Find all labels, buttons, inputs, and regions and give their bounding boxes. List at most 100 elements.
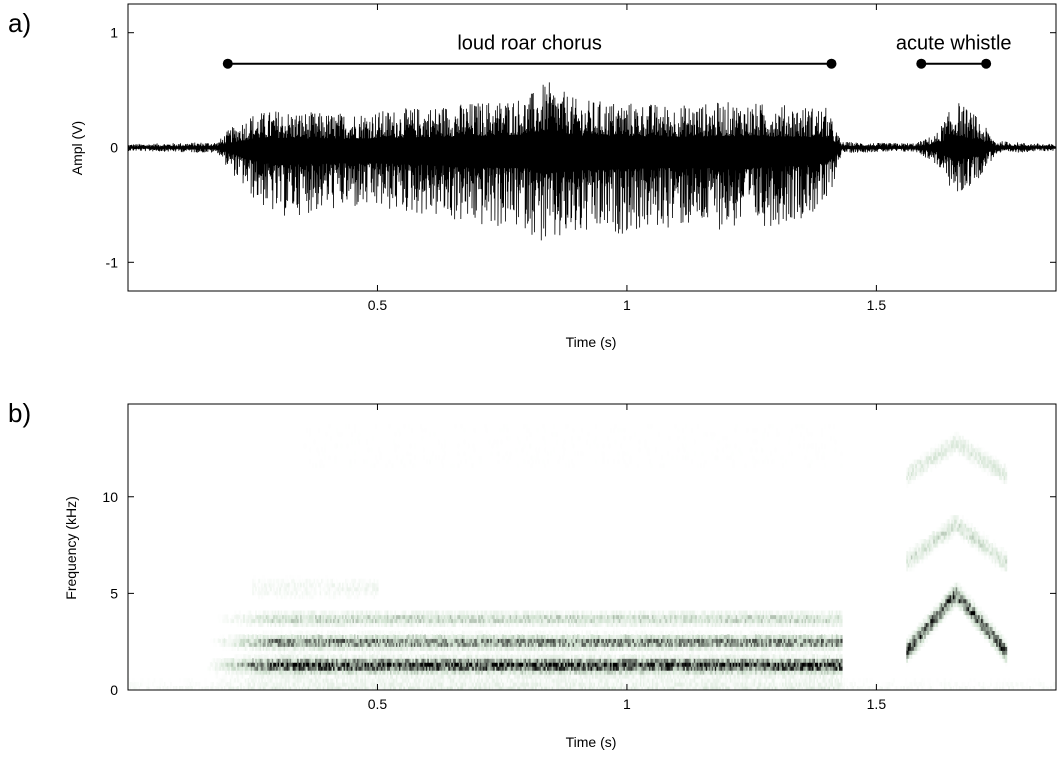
spectrogram-cell [303, 654, 306, 659]
spectrogram-cell [434, 654, 437, 659]
spectrogram-cell [322, 459, 325, 465]
spectrogram-cell [512, 646, 515, 651]
spectrogram-cell [226, 662, 229, 667]
spectrogram-cell [397, 443, 400, 449]
spectrogram-cell [276, 594, 279, 600]
spectrogram-cell [355, 646, 358, 651]
spectrogram-cell [461, 686, 464, 690]
spectrogram-cell [497, 638, 500, 643]
spectrogram-cell [295, 590, 298, 596]
spectrogram-cell [466, 678, 469, 683]
spectrogram-cell [371, 654, 375, 659]
spectrogram-cell [357, 614, 360, 620]
spectrogram-cell [451, 610, 454, 616]
spectrogram-cell [455, 638, 458, 643]
spectrogram-cell [374, 666, 378, 671]
spectrogram-cell [430, 614, 433, 620]
spectrogram-cell [388, 658, 391, 663]
spectrogram-cell [377, 618, 381, 624]
spectrogram-cell [223, 666, 226, 671]
spectrogram-cell [298, 618, 301, 624]
spectrogram-cell [204, 686, 207, 690]
spectrogram-cell [518, 463, 521, 469]
spectrogram-cell [466, 626, 469, 632]
spectrogram-cell [319, 459, 322, 465]
spectrogram-cell [419, 610, 422, 616]
spectrogram-cell [377, 646, 381, 651]
spectrogram-cell [262, 594, 265, 600]
spectrogram-cell [437, 674, 440, 679]
spectrogram-cell [482, 618, 485, 624]
spectrogram-cell [312, 614, 315, 620]
spectrogram-cell [508, 682, 511, 687]
spectrogram-cell [379, 618, 382, 624]
spectrogram-cell [358, 614, 361, 620]
spectrogram-cell [334, 610, 337, 616]
spectrogram-cell [374, 622, 378, 628]
spectrogram-cell [361, 630, 364, 635]
spectrogram-cell [520, 682, 523, 687]
spectrogram-cell [249, 670, 252, 675]
spectrogram-cell [487, 662, 490, 667]
spectrogram-cell [515, 670, 518, 675]
spectrogram-cell [313, 666, 316, 671]
spectrogram-cell [407, 423, 410, 429]
spectrogram-cell [351, 582, 354, 588]
spectrogram-cell [553, 682, 556, 687]
spectrogram-cell [232, 638, 235, 643]
spectrogram-cell [374, 686, 378, 690]
spectrogram-cell [334, 666, 337, 671]
spectrogram-cell [362, 658, 366, 663]
spectrogram-cell [424, 678, 427, 683]
spectrogram-cell [467, 622, 470, 628]
spectrogram-cell [234, 686, 237, 690]
spectrogram-cell [318, 638, 321, 643]
spectrogram-cell [430, 622, 433, 628]
spectrogram-cell [409, 614, 412, 620]
spectrogram-cell [258, 686, 261, 690]
spectrogram-cell [282, 586, 285, 592]
spectrogram-cell [532, 646, 535, 651]
spectrogram-cell [258, 622, 261, 628]
spectrogram-cell [368, 662, 372, 667]
spectrogram-cell [357, 435, 360, 441]
spectrogram-cell [322, 650, 325, 655]
spectrogram-cell [157, 686, 161, 690]
spectrogram-cell [234, 654, 237, 659]
spectrogram-cell [249, 646, 252, 651]
spectrogram-cell [238, 638, 241, 643]
spectrogram-cell [443, 618, 446, 624]
spectrogram-cell [246, 678, 249, 683]
spectrogram-cell [250, 666, 253, 671]
spectrogram-cell [452, 674, 455, 679]
spectrogram-cell [294, 662, 297, 667]
spectrogram-cell [238, 642, 241, 647]
spectrogram-cell [499, 682, 502, 687]
spectrogram-cell [527, 427, 530, 433]
spectrogram-cell [288, 670, 291, 675]
spectrogram-cell [503, 686, 506, 690]
spectrogram-cell [247, 634, 250, 639]
spectrogram-cell [437, 630, 440, 635]
spectrogram-cell [514, 610, 517, 616]
spectrogram-cell [304, 614, 307, 620]
spectrogram-cell [327, 622, 330, 628]
spectrogram-cell [340, 642, 343, 647]
spectrogram-cell [364, 622, 367, 628]
spectrogram-cell [475, 678, 478, 683]
spectrogram-cell [374, 674, 378, 679]
spectrogram-cell [512, 678, 515, 683]
spectrogram-cell [297, 658, 300, 663]
spectrogram-cell [520, 678, 523, 683]
spectrogram-cell [469, 634, 472, 639]
spectrogram-cell [478, 646, 481, 651]
spectrogram-cell [360, 682, 363, 687]
spectrogram-cell [370, 610, 373, 616]
spectrogram-cell [554, 686, 557, 690]
spectrogram-cell [339, 654, 342, 659]
spectrogram-cell [357, 638, 360, 643]
spectrogram-cell [385, 630, 388, 635]
spectrogram-cell [270, 586, 273, 592]
spectrogram-cell [469, 662, 472, 667]
spectrogram-cell [374, 582, 378, 588]
